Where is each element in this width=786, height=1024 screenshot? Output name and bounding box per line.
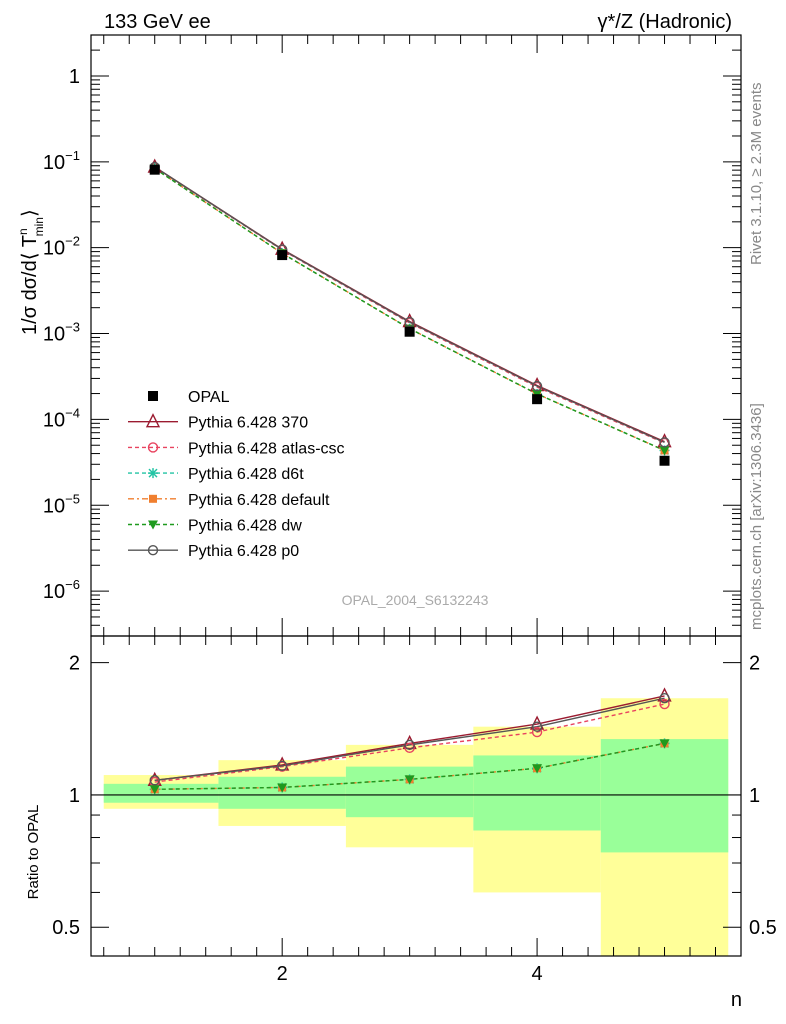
marker-circle (659, 693, 670, 704)
ratio-panel-frame (90, 635, 742, 957)
data-point (149, 164, 160, 175)
data-point (659, 455, 670, 466)
marker-circle (531, 380, 543, 392)
ratio-ylabel: Ratio to OPAL (25, 805, 42, 900)
header-left: 133 GeV ee (104, 11, 211, 33)
legend-marker-data (148, 391, 158, 401)
ratio-ytick-label-left: 2 (69, 653, 80, 675)
ratio-ytick-label-left: 1 (69, 785, 80, 807)
legend-label-2: Pythia 6.428 atlas-csc (188, 440, 345, 457)
legend-label-6: Pythia 6.428 p0 (188, 543, 299, 560)
marker-square (149, 494, 157, 503)
main-series-line-6 (154, 166, 665, 444)
main-series-group (147, 158, 672, 466)
marker-circle (404, 316, 415, 328)
marker-circle (659, 698, 670, 710)
marker-triangle-down (148, 520, 158, 530)
ratio-uncertainty-bands (91, 698, 741, 956)
ratio-axis-ticks: 0.5 0.5 1 1 2 2 2 4 (52, 636, 777, 985)
marker-circle (404, 739, 415, 751)
marker-triangle-down (277, 783, 288, 793)
ratio-xtick-label: 2 (277, 963, 288, 985)
ratio-ytick-label-right: 1 (749, 785, 760, 807)
marker-triangle-down (659, 739, 670, 749)
inner-band-5 (600, 739, 729, 853)
marker-circle (147, 545, 159, 556)
data-point (277, 250, 288, 261)
data-point (532, 394, 543, 405)
marker-circle (149, 775, 160, 786)
main-axis-ticks: 1 10−1 10−2 10−3 10−4 10−5 10−6 (43, 34, 741, 637)
legend-label-5: Pythia 6.428 dw (188, 518, 302, 535)
main-ytick-label: 10−3 (43, 320, 80, 346)
ratio-ytick-label-right: 2 (749, 653, 760, 675)
main-ytick-label: 10−1 (43, 148, 80, 174)
legend-label-1: Pythia 6.428 370 (188, 415, 308, 432)
header-right: γ*/Z (Hadronic) (598, 11, 732, 33)
main-ylabel: 1/σ dσ/d⟨ Tn min⟩ (16, 209, 46, 335)
marker-triangle-down (659, 446, 670, 456)
rivet-label: Rivet 3.1.10, ≥ 2.3M events (748, 83, 765, 266)
legend-label-3: Pythia 6.428 d6t (188, 466, 304, 483)
marker-circle (404, 742, 415, 754)
legend-label-data: OPAL (188, 389, 230, 406)
marker-triangle (145, 413, 161, 428)
marker-triangle (402, 734, 417, 750)
inner-band-3 (345, 766, 474, 818)
marker-triangle-down (404, 775, 415, 785)
main-ytick-label: 10−4 (43, 405, 80, 431)
inner-band-1 (103, 783, 219, 803)
inner-band-2 (218, 776, 346, 809)
data-point (404, 326, 415, 337)
marker-circle (147, 442, 159, 453)
marker-triangle-down (149, 785, 160, 795)
ratio-series-line-2 (154, 703, 665, 783)
x-axis-label: n (731, 989, 742, 1011)
marker-circle (276, 760, 288, 772)
ratio-series-line-6 (154, 697, 665, 781)
main-ytick-label: 10−5 (43, 491, 80, 517)
ratio-ytick-label-right: 0.5 (749, 917, 777, 939)
ratio-xtick-label: 4 (532, 963, 543, 985)
legend: OPAL Pythia 6.428 370 Pythia 6.428 atlas-c… (128, 389, 345, 560)
ratio-series-group (147, 687, 672, 795)
marker-triangle-down (532, 764, 543, 774)
main-series-line-1 (154, 166, 665, 443)
marker-circle (531, 721, 543, 732)
legend-label-4: Pythia 6.428 default (188, 492, 330, 509)
main-ytick-label: 10−2 (43, 234, 80, 260)
marker-circle (659, 437, 670, 448)
main-ytick-label: 1 (69, 66, 80, 88)
main-series-line-2 (154, 166, 665, 444)
marker-star (148, 468, 158, 479)
main-ytick-label: 10−6 (43, 577, 80, 603)
ratio-ytick-label-left: 0.5 (52, 917, 80, 939)
mcplots-label: mcplots.cern.ch [arXiv:1306.3436] (748, 403, 765, 630)
marker-circle (531, 726, 543, 738)
analysis-watermark: OPAL_2004_S6132243 (342, 592, 489, 608)
